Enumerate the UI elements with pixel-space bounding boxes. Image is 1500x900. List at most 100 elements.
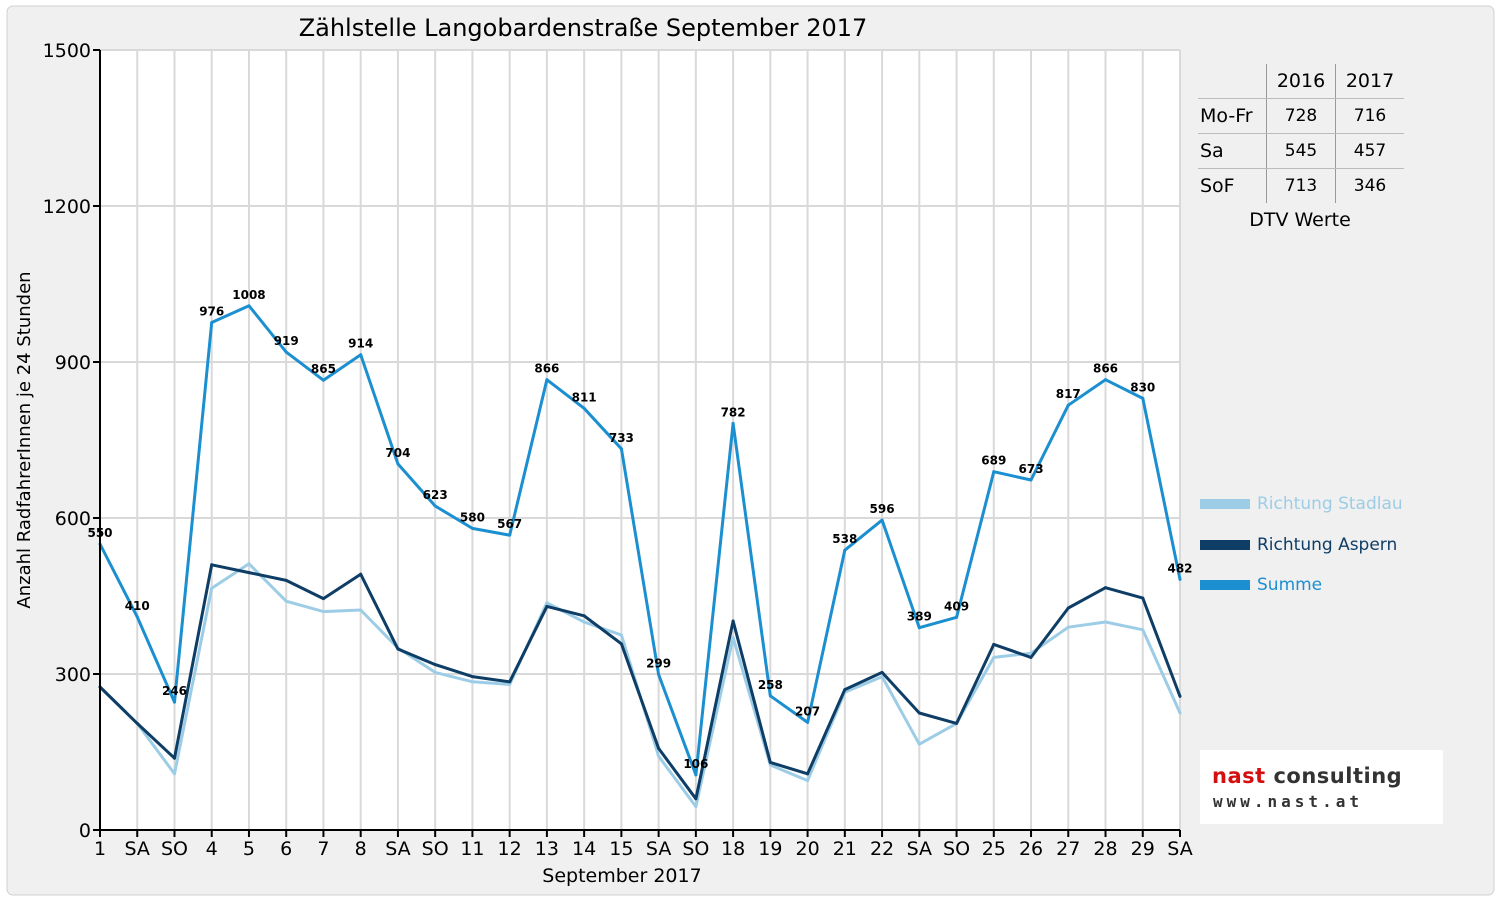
data-point — [694, 805, 698, 809]
data-point — [992, 642, 996, 646]
data-point — [210, 563, 214, 567]
x-tick-label: 13 — [535, 838, 559, 860]
data-point — [992, 470, 996, 474]
x-tick-label: 11 — [460, 838, 484, 860]
x-tick-label: 26 — [1019, 838, 1043, 860]
data-point — [321, 597, 325, 601]
data-point — [731, 421, 735, 425]
data-label: 689 — [981, 454, 1006, 468]
data-point — [247, 562, 251, 566]
data-point — [172, 756, 176, 760]
data-point — [321, 378, 325, 382]
data-label: 866 — [1093, 362, 1118, 376]
data-point — [582, 406, 586, 410]
data-point — [768, 760, 772, 764]
data-point — [582, 614, 586, 618]
data-label: 567 — [497, 517, 522, 531]
chart-title: Zählstelle Langobardenstraße September 2… — [299, 14, 868, 42]
data-point — [806, 720, 810, 724]
data-point — [657, 746, 661, 750]
data-label: 673 — [1019, 462, 1044, 476]
series-line — [98, 563, 1182, 801]
data-point — [135, 615, 139, 619]
data-label: 409 — [944, 599, 969, 613]
data-point — [359, 353, 363, 357]
dtv-header-2017: 2017 — [1335, 64, 1404, 99]
data-label: 976 — [199, 304, 224, 318]
data-point — [955, 615, 959, 619]
series-line — [98, 304, 1182, 777]
data-point — [135, 721, 139, 725]
grid — [99, 49, 1181, 831]
data-label: 580 — [460, 510, 485, 524]
x-tick-label: SA — [385, 838, 410, 860]
dtv-row-label: Mo-Fr — [1198, 98, 1267, 134]
y-tick-label: 600 — [55, 508, 91, 530]
data-label: 482 — [1167, 561, 1192, 575]
data-point — [433, 504, 437, 508]
company-logo: nast consulting www.nast.at — [1200, 750, 1443, 824]
data-point — [1104, 586, 1108, 590]
data-point — [247, 571, 251, 575]
data-point — [619, 447, 623, 451]
data-point — [1141, 396, 1145, 400]
dtv-value: 457 — [1335, 133, 1404, 169]
legend-label: Richtung Stadlau — [1257, 494, 1403, 514]
data-point — [508, 533, 512, 537]
x-tick-label: 27 — [1056, 838, 1080, 860]
data-point — [470, 526, 474, 530]
legend-swatch — [1200, 540, 1250, 550]
data-label: 207 — [795, 704, 820, 718]
data-label: 914 — [348, 337, 373, 351]
x-tick-label: 29 — [1131, 838, 1155, 860]
dtv-row-label: Sa — [1198, 133, 1267, 169]
dtv-row-label: SoF — [1198, 168, 1267, 203]
data-point — [247, 304, 251, 308]
dtv-corner — [1198, 64, 1267, 99]
data-point — [396, 647, 400, 651]
data-label: 106 — [683, 757, 708, 771]
data-point — [433, 663, 437, 667]
data-point — [508, 680, 512, 684]
dtv-value: 545 — [1266, 133, 1336, 169]
y-tick-label: 900 — [55, 352, 91, 374]
series-lines — [98, 304, 1182, 809]
x-tick-label: 19 — [758, 838, 782, 860]
data-label: 1008 — [232, 288, 265, 302]
data-point — [321, 610, 325, 614]
x-tick-label: SA — [1167, 838, 1192, 860]
data-point — [1178, 577, 1182, 581]
dtv-value: 346 — [1353, 176, 1387, 196]
y-axis-title: Anzahl RadfahrerInnen je 24 Stunden — [14, 271, 35, 608]
data-label: 866 — [534, 362, 559, 376]
data-label: 865 — [311, 362, 336, 376]
data-point — [1104, 378, 1108, 382]
data-label: 389 — [907, 610, 932, 624]
x-tick-label: 20 — [795, 838, 819, 860]
x-tick-label: 4 — [206, 838, 218, 860]
data-point — [284, 599, 288, 603]
x-tick-label: 7 — [317, 838, 329, 860]
dtv-row-sa: Sa 545 457 — [1198, 133, 1404, 169]
y-tick-label: 300 — [55, 664, 91, 686]
data-point — [1066, 625, 1070, 629]
y-tick-label: 1200 — [43, 196, 91, 218]
data-point — [731, 636, 735, 640]
data-point — [880, 518, 884, 522]
data-point — [396, 462, 400, 466]
data-point — [880, 675, 884, 679]
data-point — [1066, 606, 1070, 610]
data-point — [172, 700, 176, 704]
data-point — [210, 586, 214, 590]
x-tick-label: SO — [422, 838, 449, 860]
data-point — [955, 721, 959, 725]
data-label: 596 — [870, 502, 895, 516]
data-point — [1104, 620, 1108, 624]
y-tick-label: 0 — [79, 820, 91, 842]
data-point — [1178, 694, 1182, 698]
dtv-table: 2016 2017 Mo-Fr 728 716 Sa 545 457 SoF 7… — [1198, 64, 1404, 203]
data-label: 258 — [758, 678, 783, 692]
legend-label: Richtung Aspern — [1257, 535, 1398, 555]
data-label: 550 — [87, 526, 112, 540]
